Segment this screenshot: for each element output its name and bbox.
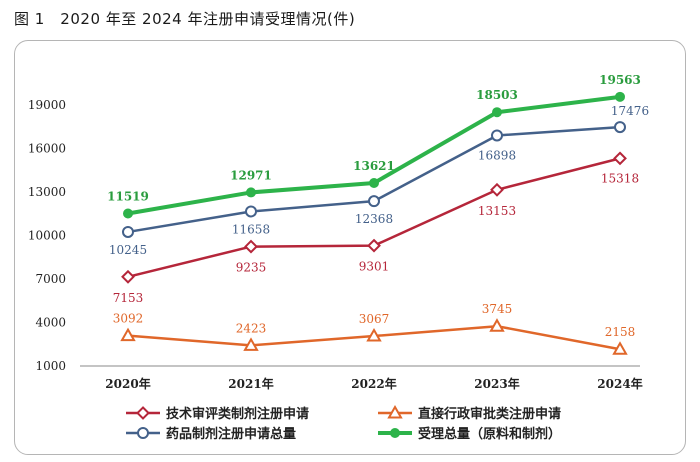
series-0 (123, 91, 625, 219)
legend-marker (136, 406, 150, 420)
y-tick-label: 19000 (28, 98, 66, 112)
data-label: 13621 (353, 159, 395, 173)
data-label: 18503 (476, 88, 518, 102)
y-tick-label: 7000 (35, 272, 66, 286)
data-point (491, 129, 503, 142)
data-label: 10245 (109, 243, 147, 257)
data-labels-layer: 11519 12971 13621 18503 19563 10245 11658 12368… (107, 73, 649, 339)
y-tick-label: 4000 (35, 316, 66, 330)
legend-marker (137, 427, 149, 439)
legend-item: 技术审评类制剂注册申请 (126, 406, 309, 422)
data-label: 3067 (359, 312, 390, 326)
data-point (367, 238, 381, 253)
data-point (489, 318, 505, 332)
legend-label: 受理总量（原料和制剂） (418, 426, 561, 442)
data-label: 9235 (236, 261, 267, 275)
legend-label: 药品制剂注册申请总量 (166, 426, 296, 442)
x-tick-label: 2021年 (228, 376, 273, 391)
legend-item: 药品制剂注册申请总量 (126, 426, 296, 442)
data-label: 12971 (230, 168, 272, 182)
data-point (492, 107, 502, 118)
data-label: 7153 (113, 291, 144, 305)
x-tick-label: 2023年 (474, 376, 519, 391)
data-point (613, 151, 627, 166)
data-point (121, 269, 135, 284)
chart-frame (14, 40, 686, 455)
data-point (614, 121, 626, 134)
series-3 (120, 318, 628, 355)
data-point (368, 195, 380, 208)
y-tick-label: 13000 (28, 185, 66, 199)
y-axis: 1000 4000 7000 10000 13000 16000 19000 (28, 98, 66, 373)
data-label: 9301 (359, 260, 390, 274)
x-axis: 2020年 2021年 2022年 2023年 2024年 (80, 365, 643, 391)
figure-title: 图 1 2020 年至 2024 年注册申请受理情况(件) (14, 10, 356, 28)
y-tick-label: 16000 (28, 142, 66, 156)
x-tick-label: 2020年 (105, 376, 150, 391)
legend-marker (387, 404, 403, 419)
legend-label: 直接行政审批类注册申请 (418, 406, 561, 422)
data-label: 17476 (611, 104, 649, 118)
data-label: 11658 (232, 222, 270, 236)
data-point (490, 182, 504, 197)
legend-marker (390, 428, 400, 438)
legend-item: 受理总量（原料和制剂） (378, 426, 561, 442)
y-tick-label: 1000 (35, 359, 66, 373)
series-2 (121, 151, 627, 284)
data-point (122, 225, 134, 238)
data-point (243, 337, 259, 351)
data-point (366, 328, 382, 342)
data-point (244, 239, 258, 254)
data-label: 3092 (113, 312, 144, 326)
y-tick-label: 10000 (28, 229, 66, 243)
data-point (612, 341, 628, 355)
data-point (123, 208, 133, 219)
data-point (120, 327, 136, 342)
data-label: 11519 (107, 189, 149, 203)
data-point (245, 205, 257, 218)
data-label: 15318 (601, 171, 639, 185)
data-label: 12368 (355, 212, 393, 226)
data-label: 13153 (478, 204, 516, 218)
x-tick-label: 2024年 (597, 376, 642, 391)
data-point (369, 177, 379, 188)
legend-label: 技术审评类制剂注册申请 (166, 406, 309, 422)
legend-item: 直接行政审批类注册申请 (378, 404, 561, 422)
data-label: 3745 (482, 302, 513, 316)
data-label: 16898 (478, 148, 516, 162)
data-label: 2423 (236, 321, 267, 335)
x-tick-label: 2022年 (351, 376, 396, 391)
series-layer (120, 91, 628, 355)
data-point (246, 187, 256, 198)
data-label: 19563 (599, 73, 641, 87)
data-point (615, 91, 625, 102)
data-label: 2158 (605, 325, 636, 339)
series-1 (122, 121, 626, 238)
